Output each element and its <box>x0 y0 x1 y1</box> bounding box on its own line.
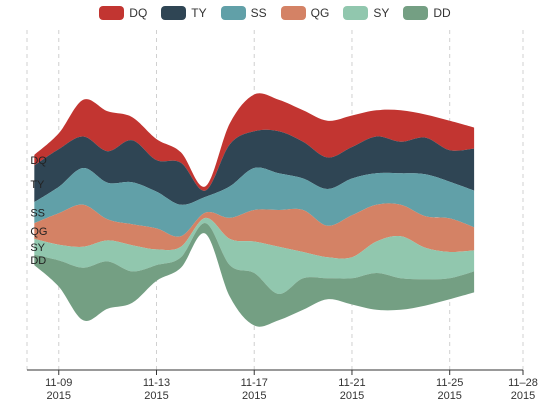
legend-label: TY <box>191 6 207 20</box>
series-label-dq: DQ <box>30 155 47 167</box>
x-tick-label: 11-21 <box>338 377 365 389</box>
legend-swatch <box>99 6 125 20</box>
x-tick-year: 2015 <box>242 390 266 402</box>
x-tick-year: 2015 <box>437 390 461 402</box>
stream-ty[interactable] <box>34 129 475 205</box>
x-tick-year: 2015 <box>47 390 71 402</box>
legend-swatch <box>220 6 246 20</box>
legend-label: DQ <box>129 6 148 20</box>
x-tick-label: 11–28 <box>508 377 538 389</box>
x-tick-label: 11-09 <box>45 377 72 389</box>
legend-swatch <box>280 6 306 20</box>
series-label-dd: DD <box>30 255 46 267</box>
legend-label: QG <box>310 6 330 20</box>
stream-areas <box>34 93 475 327</box>
stream-sy[interactable] <box>34 217 475 295</box>
legend-item-sy[interactable]: SY <box>343 6 389 20</box>
x-tick-year: 2015 <box>340 390 364 402</box>
x-tick-year: 2015 <box>511 390 535 402</box>
legend-item-qg[interactable]: QG <box>280 6 330 20</box>
legend-label: SS <box>250 6 267 20</box>
stream-qg[interactable] <box>34 203 475 259</box>
series-label-ty: TY <box>30 179 45 191</box>
stream-dd[interactable] <box>34 223 475 327</box>
x-tick-label: 11-13 <box>143 377 170 389</box>
legend-item-ty[interactable]: TY <box>161 6 207 20</box>
legend: DQ TY SS QG SY DD <box>0 3 550 23</box>
legend-item-dd[interactable]: DD <box>403 6 451 20</box>
x-tick-label: 11-25 <box>436 377 463 389</box>
series-label-sy: SY <box>30 242 45 254</box>
legend-item-dq[interactable]: DQ <box>99 6 147 20</box>
stream-dq[interactable] <box>34 93 475 191</box>
series-label-ss: SS <box>30 208 45 220</box>
series-label-qg: QG <box>30 226 47 238</box>
legend-swatch <box>343 6 369 20</box>
legend-swatch <box>403 6 429 20</box>
x-tick-year: 2015 <box>144 390 168 402</box>
legend-label: DD <box>433 6 451 20</box>
x-tick-label: 11-17 <box>241 377 268 389</box>
legend-label: SY <box>373 6 390 20</box>
stream-ss[interactable] <box>34 167 475 237</box>
legend-swatch <box>161 6 187 20</box>
x-axis: 11-09201511-13201511-17201511-21201511-2… <box>27 369 538 402</box>
legend-item-ss[interactable]: SS <box>220 6 267 20</box>
